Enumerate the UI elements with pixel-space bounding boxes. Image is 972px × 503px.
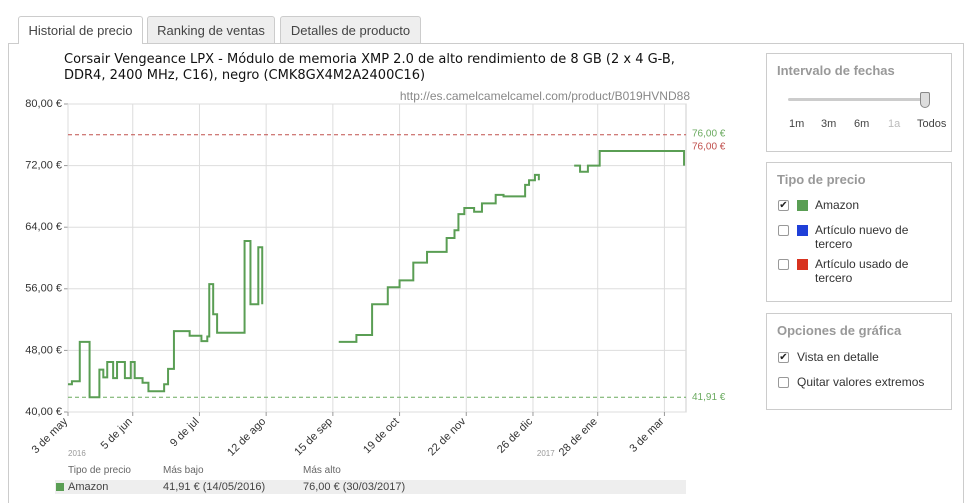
year-label: 2016 [68, 449, 86, 458]
color-swatch [797, 200, 808, 211]
color-swatch [797, 259, 808, 270]
reference-label: 41,91 € [692, 392, 726, 403]
chart: http://es.camelcamelcamel.com/product/B0… [25, 89, 726, 459]
x-tick-label: 3 de mar [627, 415, 666, 454]
x-tick-label: 3 de may [30, 415, 71, 456]
plot-area [67, 103, 687, 413]
range-option[interactable]: 1m [789, 118, 805, 130]
table-header: Más alto [303, 465, 341, 476]
box-title: Intervalo de fechas [777, 63, 895, 78]
date-range-box: Intervalo de fechas 1m 3m 6m 1a Todos [766, 53, 952, 152]
tab[interactable]: Detalles de producto [280, 16, 421, 43]
x-tick-label: 9 de jul [168, 416, 202, 450]
tab[interactable]: Ranking de ventas [147, 16, 275, 43]
x-tick-label: 28 de ene [557, 416, 600, 459]
table-header: Más bajo [163, 465, 204, 476]
range-option[interactable]: 1a [888, 118, 901, 130]
price-type-label[interactable]: Artículo nuevo de tercero [815, 223, 909, 251]
option-label[interactable]: Quitar valores extremos [797, 375, 925, 389]
range-option[interactable]: 3m [821, 118, 837, 130]
y-tick-label: 64,00 € [25, 221, 62, 233]
x-tick-label: 26 de dic [495, 415, 535, 455]
box-title: Tipo de precio [777, 172, 866, 187]
price-type-label[interactable]: Amazon [815, 198, 860, 212]
table-cell: 41,91 € (14/05/2016) [163, 481, 266, 493]
x-tick-label: 15 de sep [292, 416, 335, 459]
table-cell: Amazon [68, 481, 109, 493]
y-tick-label: 56,00 € [25, 283, 62, 295]
range-option[interactable]: Todos [917, 118, 947, 130]
x-tick-label: 22 de nov [426, 415, 469, 458]
range-option[interactable]: 6m [854, 118, 870, 130]
price-line [68, 149, 686, 399]
y-tick-label: 80,00 € [25, 98, 62, 110]
y-tick-label: 40,00 € [25, 406, 62, 418]
annotation: 76,00 € [692, 128, 726, 139]
price-type-box: Tipo de precio ✔ Amazon Artículo nuevo de … [766, 162, 952, 302]
checkbox[interactable]: ✔ [778, 200, 789, 211]
x-tick-label: 5 de jun [99, 416, 135, 452]
slider-thumb[interactable] [920, 92, 930, 108]
y-tick-label: 72,00 € [25, 160, 62, 172]
chart-title: Corsair Vengeance LPX - Módulo de memori… [64, 52, 675, 83]
table-swatch [56, 483, 64, 491]
main-panel [8, 43, 964, 503]
x-tick-label: 19 de oct [361, 416, 401, 456]
table-row-bg [55, 480, 686, 494]
chart-url: http://es.camelcamelcamel.com/product/B0… [400, 89, 690, 103]
price-type-label[interactable]: Artículo usado de tercero [815, 257, 909, 285]
y-tick-label: 48,00 € [25, 344, 62, 356]
table-cell: 76,00 € (30/03/2017) [303, 481, 406, 493]
option-label[interactable]: Vista en detalle [797, 350, 879, 364]
checkbox[interactable] [778, 225, 789, 236]
reference-label: 76,00 € [692, 141, 726, 152]
checkbox[interactable]: ✔ [778, 352, 789, 363]
checkbox[interactable] [778, 377, 789, 388]
tab[interactable]: Historial de precio [18, 16, 143, 44]
slider-track [788, 98, 926, 101]
table-header: Tipo de precio [68, 465, 131, 476]
chart-options-box: Opciones de gráfica ✔ Vista en detalle Qui… [766, 313, 952, 410]
checkbox[interactable] [778, 259, 789, 270]
x-tick-label: 12 de ago [225, 416, 268, 459]
year-label: 2017 [537, 449, 555, 458]
color-swatch [797, 225, 808, 236]
box-title: Opciones de gráfica [777, 323, 902, 338]
